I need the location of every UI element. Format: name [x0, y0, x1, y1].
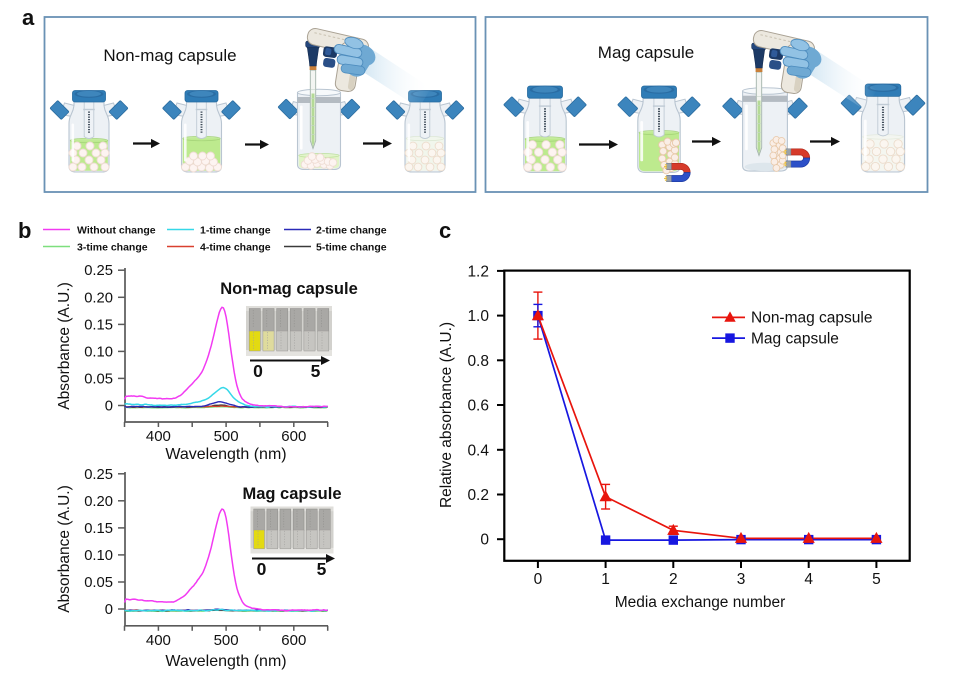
svg-text:0.15: 0.15: [84, 317, 113, 333]
svg-text:600: 600: [281, 632, 306, 649]
svg-text:Without change: Without change: [77, 225, 156, 237]
svg-text:0.20: 0.20: [84, 290, 113, 306]
svg-text:0: 0: [253, 361, 263, 381]
svg-text:0.10: 0.10: [84, 548, 113, 564]
svg-text:5-time change: 5-time change: [316, 242, 387, 254]
svg-text:Absorbance (A.U.): Absorbance (A.U.): [56, 282, 73, 410]
svg-text:1.0: 1.0: [467, 308, 489, 325]
svg-text:600: 600: [281, 428, 306, 445]
svg-text:1: 1: [601, 571, 610, 588]
svg-text:1.2: 1.2: [467, 263, 489, 280]
svg-text:400: 400: [146, 428, 171, 445]
svg-text:3-time change: 3-time change: [77, 242, 148, 254]
svg-text:b: b: [18, 218, 31, 243]
svg-text:0: 0: [105, 602, 113, 618]
svg-text:5: 5: [317, 559, 327, 579]
svg-text:0.05: 0.05: [84, 371, 113, 387]
svg-text:Media exchange number: Media exchange number: [615, 594, 786, 611]
svg-text:Mag capsule: Mag capsule: [598, 43, 694, 62]
svg-text:500: 500: [214, 428, 239, 445]
svg-text:Non-mag capsule: Non-mag capsule: [751, 310, 872, 327]
svg-text:5: 5: [311, 361, 321, 381]
svg-text:0.4: 0.4: [467, 442, 489, 459]
svg-text:3: 3: [737, 571, 746, 588]
svg-text:0.10: 0.10: [84, 344, 113, 360]
svg-text:0.25: 0.25: [84, 467, 113, 483]
svg-text:Absorbance (A.U.): Absorbance (A.U.): [56, 485, 73, 613]
svg-text:0.05: 0.05: [84, 575, 113, 591]
svg-text:Mag capsule: Mag capsule: [751, 330, 839, 347]
svg-text:0.25: 0.25: [84, 263, 113, 279]
svg-text:a: a: [22, 5, 35, 30]
svg-text:0: 0: [534, 571, 543, 588]
svg-text:c: c: [439, 218, 451, 243]
svg-text:4-time change: 4-time change: [200, 242, 271, 254]
svg-text:2: 2: [669, 571, 678, 588]
svg-text:Wavelength (nm): Wavelength (nm): [165, 653, 286, 670]
svg-text:5: 5: [872, 571, 881, 588]
svg-text:Non-mag capsule: Non-mag capsule: [103, 46, 236, 65]
svg-text:0.8: 0.8: [467, 353, 489, 370]
svg-text:0: 0: [257, 559, 267, 579]
svg-text:0.15: 0.15: [84, 521, 113, 537]
svg-text:0.2: 0.2: [467, 487, 489, 504]
svg-text:2-time change: 2-time change: [316, 225, 387, 237]
svg-text:0: 0: [480, 532, 489, 549]
svg-text:500: 500: [214, 632, 239, 649]
svg-text:1-time change: 1-time change: [200, 225, 271, 237]
svg-text:0.20: 0.20: [84, 494, 113, 510]
svg-text:400: 400: [146, 632, 171, 649]
svg-text:Mag capsule: Mag capsule: [242, 485, 341, 503]
svg-text:Wavelength (nm): Wavelength (nm): [165, 446, 286, 463]
svg-text:0.6: 0.6: [467, 398, 489, 415]
svg-text:0: 0: [105, 399, 113, 415]
svg-text:Non-mag capsule: Non-mag capsule: [220, 280, 358, 298]
svg-text:Relative absorbance (A.U.): Relative absorbance (A.U.): [438, 322, 455, 508]
svg-text:4: 4: [804, 571, 813, 588]
